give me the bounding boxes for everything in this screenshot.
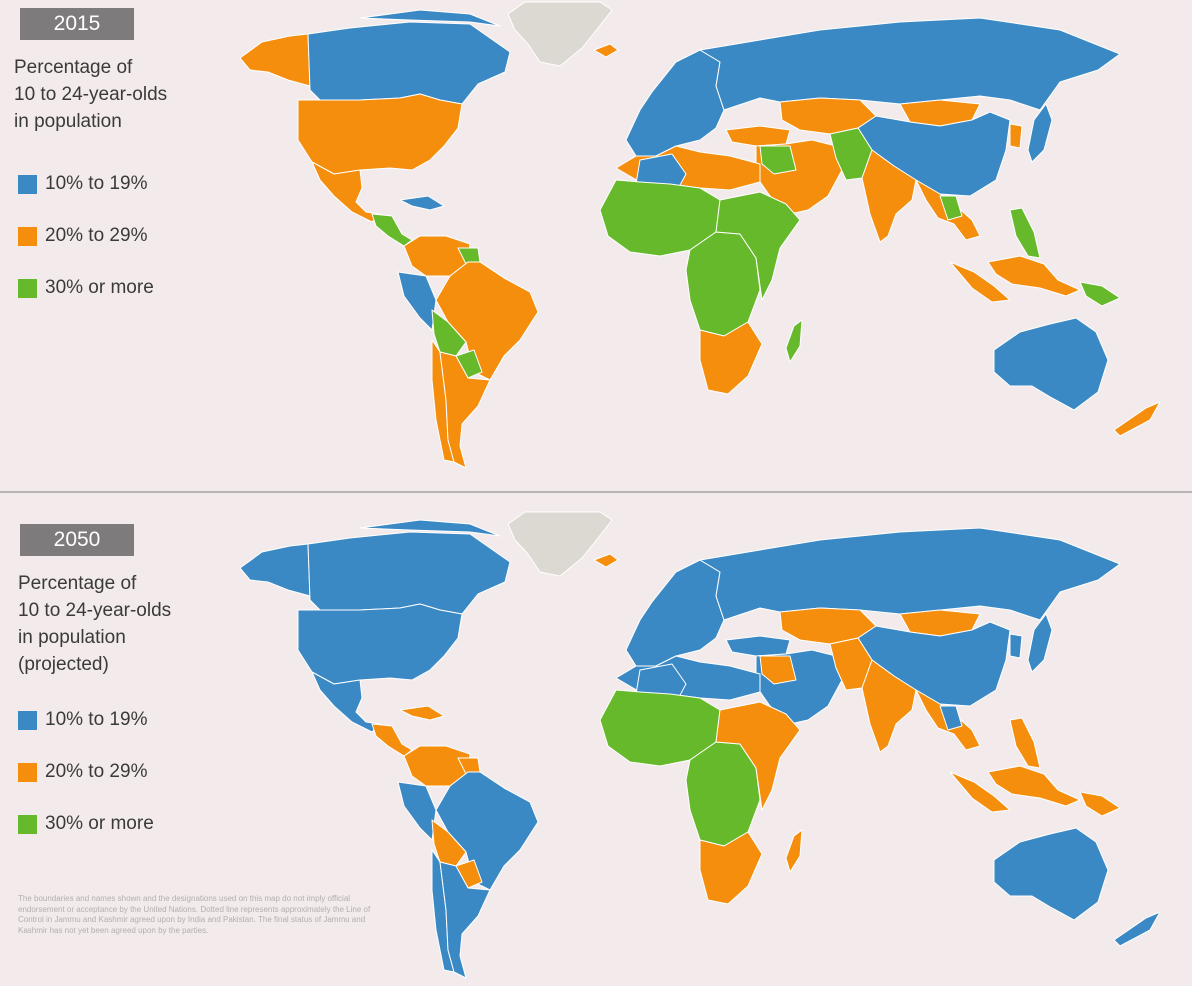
region-turkey bbox=[725, 635, 791, 657]
map-disclaimer: The boundaries and names shown and the d… bbox=[18, 894, 371, 935]
region-greenland bbox=[507, 1, 613, 67]
region-east-africa bbox=[715, 191, 801, 301]
region-australia bbox=[993, 827, 1109, 921]
subtitle-line: 10 to 24-year-olds bbox=[14, 84, 168, 105]
region-alaska bbox=[239, 33, 311, 87]
region-japan bbox=[1027, 613, 1053, 673]
region-iceland bbox=[593, 43, 619, 58]
region-korea bbox=[1009, 123, 1023, 149]
legend-item-low: 10% to 19% bbox=[18, 708, 154, 732]
region-iraq bbox=[759, 655, 797, 685]
region-korea bbox=[1009, 633, 1023, 659]
region-turkey bbox=[725, 125, 791, 147]
region-peru bbox=[397, 781, 437, 841]
legend-swatch-orange bbox=[18, 226, 37, 246]
region-greenland bbox=[507, 511, 613, 577]
subtitle-line: in population bbox=[18, 627, 126, 648]
region-png bbox=[1079, 791, 1121, 817]
region-russia bbox=[699, 17, 1121, 111]
panel-divider bbox=[0, 491, 1192, 493]
region-png bbox=[1079, 281, 1121, 307]
subtitle-line: Percentage of bbox=[18, 573, 137, 594]
region-argentina bbox=[439, 861, 491, 979]
region-philippines bbox=[1009, 717, 1041, 769]
subtitle-line: (projected) bbox=[18, 654, 109, 675]
region-iraq bbox=[759, 145, 797, 175]
region-canada bbox=[307, 531, 511, 615]
region-indonesia bbox=[949, 261, 1011, 303]
region-japan bbox=[1027, 103, 1053, 163]
region-usa bbox=[297, 93, 463, 175]
region-canada-islands bbox=[359, 9, 501, 27]
map-subtitle: Percentage of 10 to 24-year-olds in popu… bbox=[14, 54, 167, 135]
region-india bbox=[861, 659, 917, 753]
region-iceland bbox=[593, 553, 619, 568]
region-new-zealand bbox=[1113, 401, 1161, 437]
region-russia bbox=[699, 527, 1121, 621]
legend-label: 10% to 19% bbox=[45, 709, 148, 730]
legend: 10% to 19% 20% to 29% 30% or more bbox=[18, 708, 154, 864]
region-canada bbox=[307, 21, 511, 105]
legend-label: 20% to 29% bbox=[45, 761, 148, 782]
region-europe bbox=[625, 559, 725, 667]
legend-label: 10% to 19% bbox=[45, 173, 148, 194]
region-europe bbox=[625, 49, 725, 157]
region-southern-africa bbox=[699, 321, 763, 395]
subtitle-line: in population bbox=[14, 111, 122, 132]
region-peru bbox=[397, 271, 437, 331]
legend-swatch-orange bbox=[18, 762, 37, 782]
year-badge: 2050 bbox=[20, 524, 134, 556]
region-caribbean bbox=[399, 195, 445, 211]
map-panel-2015: 2015 Percentage of 10 to 24-year-olds in… bbox=[0, 0, 1192, 490]
year-badge: 2015 bbox=[20, 8, 134, 40]
region-myanmar bbox=[939, 705, 963, 731]
legend-item-high: 30% or more bbox=[18, 276, 154, 300]
region-australia bbox=[993, 317, 1109, 411]
legend-label: 20% to 29% bbox=[45, 225, 148, 246]
map-panel-2050: 2050 Percentage of 10 to 24-year-olds in… bbox=[0, 494, 1192, 986]
region-indonesia bbox=[949, 771, 1011, 813]
region-india bbox=[861, 149, 917, 243]
legend-item-mid: 20% to 29% bbox=[18, 760, 154, 784]
region-usa bbox=[297, 603, 463, 685]
legend-label: 30% or more bbox=[45, 277, 154, 298]
region-caribbean bbox=[399, 705, 445, 721]
region-indonesia-east bbox=[987, 765, 1081, 807]
region-new-zealand bbox=[1113, 911, 1161, 947]
legend-item-mid: 20% to 29% bbox=[18, 224, 154, 248]
region-madagascar bbox=[785, 829, 803, 873]
region-east-africa bbox=[715, 701, 801, 811]
legend-swatch-green bbox=[18, 814, 37, 834]
world-map-2015 bbox=[239, 1, 1161, 469]
region-myanmar bbox=[939, 195, 963, 221]
region-argentina bbox=[439, 351, 491, 469]
region-central-america bbox=[371, 213, 413, 247]
world-map-2050 bbox=[239, 511, 1161, 979]
legend-label: 30% or more bbox=[45, 813, 154, 834]
subtitle-line: 10 to 24-year-olds bbox=[18, 600, 172, 621]
legend-item-low: 10% to 19% bbox=[18, 172, 154, 196]
region-alaska bbox=[239, 543, 311, 597]
region-central-america bbox=[371, 723, 413, 757]
region-canada-islands bbox=[359, 519, 501, 537]
region-philippines bbox=[1009, 207, 1041, 259]
map-subtitle: Percentage of 10 to 24-year-olds in popu… bbox=[18, 570, 171, 678]
region-mexico bbox=[311, 161, 381, 223]
legend-swatch-blue bbox=[18, 174, 37, 194]
legend-swatch-green bbox=[18, 278, 37, 298]
region-madagascar bbox=[785, 319, 803, 363]
legend-swatch-blue bbox=[18, 710, 37, 730]
legend: 10% to 19% 20% to 29% 30% or more bbox=[18, 172, 154, 328]
region-mexico bbox=[311, 671, 381, 733]
legend-item-high: 30% or more bbox=[18, 812, 154, 836]
region-southern-africa bbox=[699, 831, 763, 905]
subtitle-line: Percentage of bbox=[14, 57, 133, 78]
region-indonesia-east bbox=[987, 255, 1081, 297]
